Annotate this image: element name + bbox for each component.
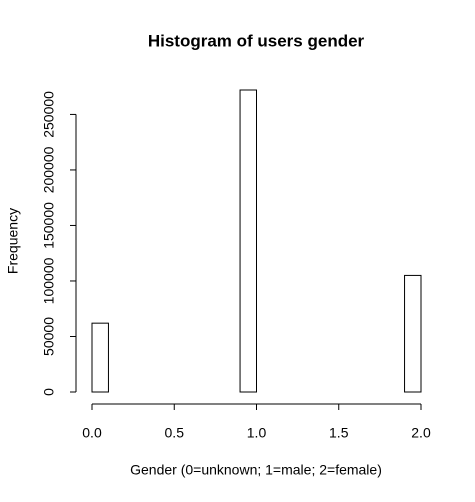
- y-axis-label: Frequency: [5, 208, 21, 274]
- x-tick-label: 0.0: [82, 425, 102, 441]
- x-tick-label: 1.0: [247, 425, 267, 441]
- y-tick-label: 250000: [41, 91, 57, 138]
- y-tick-label: 150000: [41, 202, 57, 249]
- bar: [239, 89, 258, 393]
- bar: [91, 322, 109, 393]
- x-axis-label: Gender (0=unknown; 1=male; 2=female): [130, 462, 382, 478]
- x-tick-label: 2.0: [411, 425, 431, 441]
- bar: [404, 274, 422, 393]
- y-tick-label: 100000: [41, 257, 57, 304]
- y-tick-label: 50000: [41, 317, 57, 356]
- y-tick-label: 0: [41, 388, 57, 396]
- chart-title: Histogram of users gender: [148, 31, 365, 50]
- x-tick-label: 1.5: [329, 425, 349, 441]
- x-tick-label: 0.5: [165, 425, 185, 441]
- y-tick-label: 200000: [41, 146, 57, 193]
